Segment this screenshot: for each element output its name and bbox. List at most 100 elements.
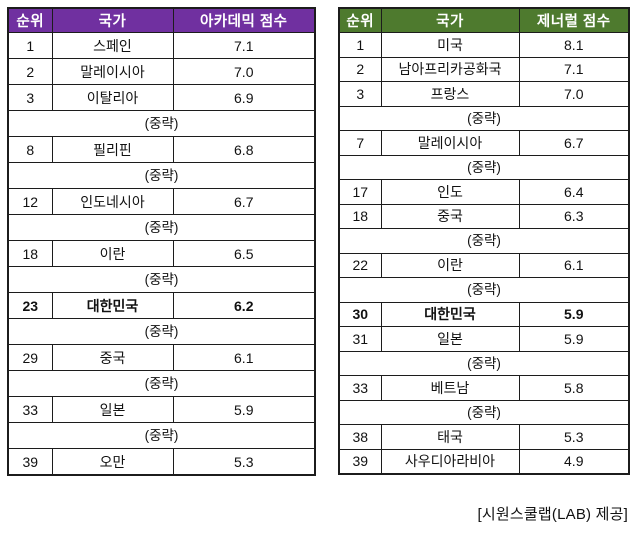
rank-cell: 18 bbox=[7, 240, 53, 267]
score-cell: 5.8 bbox=[518, 375, 630, 401]
rank-cell: 30 bbox=[338, 301, 382, 327]
table-row: 23 대한민국 6.2 bbox=[7, 292, 316, 319]
country-cell: 남아프리카공화국 bbox=[380, 56, 520, 82]
table-row: 8 필리핀 6.8 bbox=[7, 136, 316, 163]
ellipsis-cell: (중략) bbox=[338, 228, 630, 254]
academic-score-table: 순위 국가 아카데믹 점수 1 스페인 7.1 2 말레이시아 7.0 3 이탈리아 6.9 (중략) 8… bbox=[7, 7, 316, 476]
score-cell: 7.0 bbox=[518, 81, 630, 107]
table-row: 38 태국 5.3 bbox=[338, 424, 630, 450]
score-cell: 7.1 bbox=[172, 32, 316, 59]
rank-cell: 31 bbox=[338, 326, 382, 352]
table-row: 18 이란 6.5 bbox=[7, 240, 316, 267]
ellipsis-cell: (중략) bbox=[7, 214, 316, 241]
ellipsis-cell: (중략) bbox=[7, 370, 316, 397]
rank-cell: 7 bbox=[338, 130, 382, 156]
table-row: 39 오만 5.3 bbox=[7, 448, 316, 476]
country-cell: 태국 bbox=[380, 424, 520, 450]
country-cell: 오만 bbox=[51, 448, 174, 476]
ellipsis-cell: (중략) bbox=[7, 318, 316, 345]
score-cell: 5.9 bbox=[518, 326, 630, 352]
country-cell: 인도네시아 bbox=[51, 188, 174, 215]
table-row: 7 말레이시아 6.7 bbox=[338, 130, 630, 156]
rank-cell: 38 bbox=[338, 424, 382, 450]
rank-column-header: 순위 bbox=[7, 7, 53, 33]
ellipsis-row: (중략) bbox=[7, 318, 316, 345]
table-row: 1 미국 8.1 bbox=[338, 32, 630, 58]
score-cell: 6.5 bbox=[172, 240, 316, 267]
score-cell: 6.9 bbox=[172, 84, 316, 111]
ellipsis-cell: (중략) bbox=[7, 110, 316, 137]
source-caption: [시원스쿨랩(LAB) 제공] bbox=[477, 506, 628, 523]
country-cell: 프랑스 bbox=[380, 81, 520, 107]
ellipsis-row: (중략) bbox=[338, 277, 630, 303]
table-row: 1 스페인 7.1 bbox=[7, 32, 316, 59]
table-row: 3 이탈리아 6.9 bbox=[7, 84, 316, 111]
rank-column-header: 순위 bbox=[338, 7, 382, 33]
ellipsis-row: (중략) bbox=[338, 399, 630, 425]
country-cell: 사우디아라비아 bbox=[380, 448, 520, 475]
ellipsis-row: (중략) bbox=[7, 370, 316, 397]
country-cell: 인도 bbox=[380, 179, 520, 205]
country-cell: 일본 bbox=[380, 326, 520, 352]
table-row: 17 인도 6.4 bbox=[338, 179, 630, 205]
rank-cell: 12 bbox=[7, 188, 53, 215]
score-cell: 6.8 bbox=[172, 136, 316, 163]
table-row: 2 남아프리카공화국 7.1 bbox=[338, 56, 630, 82]
score-cell: 6.7 bbox=[518, 130, 630, 156]
rank-cell: 3 bbox=[338, 81, 382, 107]
score-cell: 5.9 bbox=[518, 301, 630, 327]
header-row: 순위 국가 아카데믹 점수 bbox=[7, 7, 316, 33]
ellipsis-cell: (중략) bbox=[7, 162, 316, 189]
country-cell: 대한민국 bbox=[51, 292, 174, 319]
table-row: 18 중국 6.3 bbox=[338, 203, 630, 229]
ellipsis-cell: (중략) bbox=[338, 399, 630, 425]
ellipsis-row: (중략) bbox=[7, 422, 316, 449]
ellipsis-row: (중략) bbox=[338, 350, 630, 376]
country-cell: 일본 bbox=[51, 396, 174, 423]
rank-cell: 2 bbox=[7, 58, 53, 85]
country-cell: 스페인 bbox=[51, 32, 174, 59]
ellipsis-row: (중략) bbox=[338, 228, 630, 254]
ellipsis-row: (중략) bbox=[338, 154, 630, 180]
rank-cell: 23 bbox=[7, 292, 53, 319]
score-cell: 7.0 bbox=[172, 58, 316, 85]
rank-cell: 8 bbox=[7, 136, 53, 163]
table-row: 22 이란 6.1 bbox=[338, 252, 630, 278]
table-row: 31 일본 5.9 bbox=[338, 326, 630, 352]
score-cell: 6.2 bbox=[172, 292, 316, 319]
table-row: 29 중국 6.1 bbox=[7, 344, 316, 371]
country-cell: 필리핀 bbox=[51, 136, 174, 163]
country-cell: 중국 bbox=[380, 203, 520, 229]
ellipsis-cell: (중략) bbox=[7, 422, 316, 449]
ellipsis-row: (중략) bbox=[338, 105, 630, 131]
ellipsis-cell: (중략) bbox=[338, 154, 630, 180]
rank-cell: 1 bbox=[338, 32, 382, 58]
score-cell: 4.9 bbox=[518, 448, 630, 475]
ellipsis-row: (중략) bbox=[7, 110, 316, 137]
country-cell: 대한민국 bbox=[380, 301, 520, 327]
score-cell: 5.3 bbox=[518, 424, 630, 450]
general-score-table: 순위 국가 제너럴 점수 1 미국 8.1 2 남아프리카공화국 7.1 3 프랑스 7.0 (중략) 7… bbox=[338, 7, 630, 475]
table-row: 33 베트남 5.8 bbox=[338, 375, 630, 401]
rank-cell: 3 bbox=[7, 84, 53, 111]
score-cell: 5.3 bbox=[172, 448, 316, 476]
table-row: 3 프랑스 7.0 bbox=[338, 81, 630, 107]
rank-cell: 33 bbox=[7, 396, 53, 423]
country-cell: 미국 bbox=[380, 32, 520, 58]
ellipsis-cell: (중략) bbox=[7, 266, 316, 293]
rank-cell: 39 bbox=[338, 448, 382, 475]
score-cell: 6.1 bbox=[518, 252, 630, 278]
table-row: 30 대한민국 5.9 bbox=[338, 301, 630, 327]
country-cell: 이탈리아 bbox=[51, 84, 174, 111]
table-row: 33 일본 5.9 bbox=[7, 396, 316, 423]
score-cell: 6.4 bbox=[518, 179, 630, 205]
rank-cell: 29 bbox=[7, 344, 53, 371]
ellipsis-row: (중략) bbox=[7, 266, 316, 293]
rank-cell: 22 bbox=[338, 252, 382, 278]
country-cell: 베트남 bbox=[380, 375, 520, 401]
country-cell: 이란 bbox=[51, 240, 174, 267]
rank-cell: 39 bbox=[7, 448, 53, 476]
ellipsis-row: (중략) bbox=[7, 162, 316, 189]
rank-cell: 33 bbox=[338, 375, 382, 401]
